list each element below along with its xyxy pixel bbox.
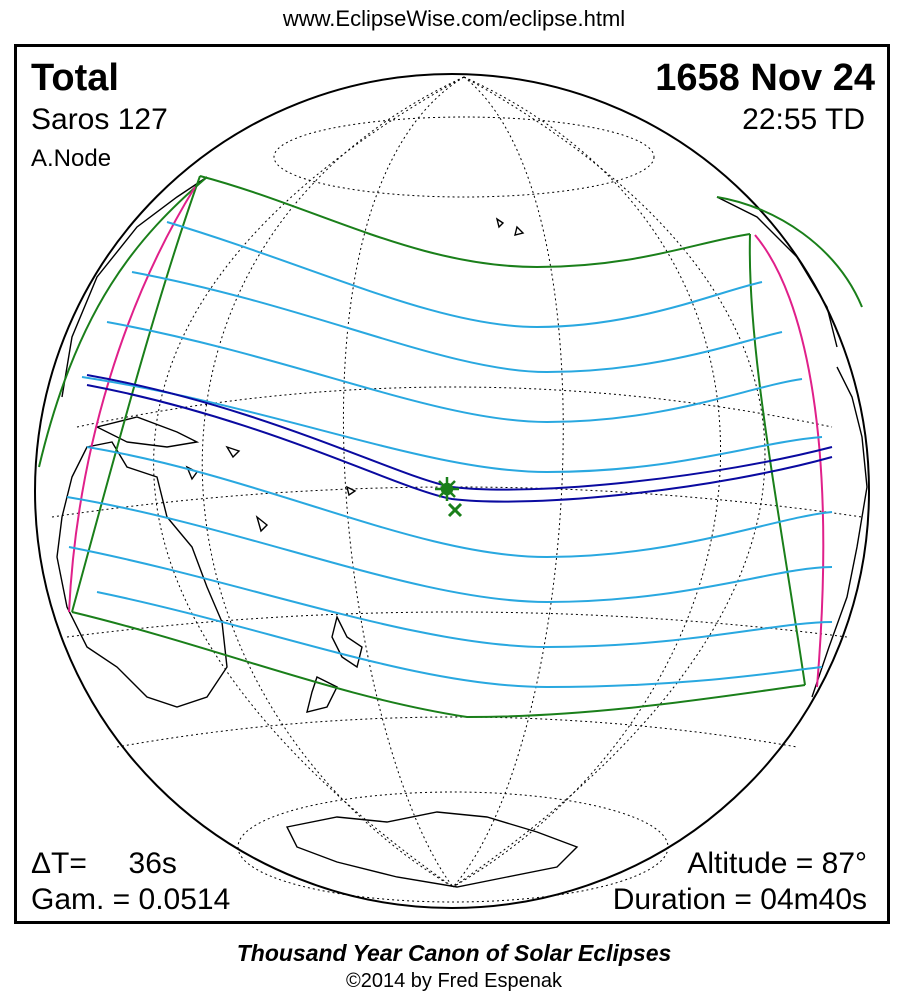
totality-duration: Duration = 04m40s bbox=[612, 883, 867, 916]
orbital-node: A.Node bbox=[31, 145, 112, 172]
coastline-north-america bbox=[716, 196, 838, 348]
coastline-asia bbox=[61, 176, 208, 398]
meridian bbox=[201, 76, 465, 888]
eclipse-date: 1658 Nov 24 bbox=[655, 57, 875, 99]
sun-altitude: Altitude = 87° bbox=[687, 847, 867, 880]
penumbra-north-limit bbox=[199, 175, 751, 269]
coastline-islands bbox=[185, 217, 525, 533]
coastline-new-guinea bbox=[94, 416, 200, 448]
coastline-americas bbox=[811, 366, 868, 698]
sunrise-curve bbox=[68, 186, 196, 613]
coastline-new-zealand-north bbox=[331, 614, 363, 669]
parallel bbox=[51, 486, 863, 518]
greatest-duration-marker bbox=[447, 502, 463, 518]
canon-title: Thousand Year Canon of Solar Eclipses bbox=[236, 940, 672, 966]
saros-number: Saros 127 bbox=[31, 103, 168, 136]
umbra-path bbox=[86, 374, 833, 503]
meridian bbox=[452, 76, 722, 888]
penumbral-line bbox=[66, 496, 833, 604]
penumbral-line bbox=[106, 321, 803, 424]
parallel-north bbox=[273, 116, 655, 198]
copyright: ©2014 by Fred Espenak bbox=[346, 970, 562, 992]
penumbral-line bbox=[96, 591, 823, 689]
greatest-eclipse-marker bbox=[435, 477, 459, 501]
parallel bbox=[66, 611, 848, 638]
eclipse-map-panel: Total 1658 Nov 24 Saros 127 22:55 TD A.N… bbox=[14, 44, 890, 924]
parallel-polar bbox=[237, 791, 669, 903]
coastline-new-zealand-south bbox=[306, 676, 338, 713]
parallel bbox=[116, 716, 798, 748]
penumbral-line bbox=[81, 376, 823, 474]
meridian bbox=[342, 76, 465, 888]
penumbral-line bbox=[166, 221, 763, 329]
penumbral-lines bbox=[66, 221, 833, 689]
eclipse-globe-map bbox=[34, 73, 870, 909]
meridian bbox=[452, 76, 766, 888]
eclipse-type: Total bbox=[31, 57, 119, 99]
penumbra-east-edge bbox=[748, 233, 806, 686]
penumbral-line bbox=[68, 546, 833, 649]
penumbral-line bbox=[131, 271, 783, 374]
penumbra-south-limit bbox=[71, 611, 806, 719]
meridian bbox=[452, 76, 564, 888]
penumbra-outer-east bbox=[716, 196, 863, 308]
penumbral-line bbox=[86, 446, 833, 559]
source-url: www.EclipseWise.com/eclipse.html bbox=[282, 6, 626, 31]
coastline-antarctica bbox=[285, 811, 579, 888]
penumbra-outer-west bbox=[38, 176, 208, 468]
coastlines bbox=[56, 176, 868, 888]
eclipse-time: 22:55 TD bbox=[742, 103, 865, 136]
gamma-value: Gam. = 0.0514 bbox=[31, 883, 231, 916]
parallel bbox=[76, 386, 833, 428]
sunset-curve bbox=[754, 234, 825, 688]
coastline-australia bbox=[56, 441, 228, 708]
meridian bbox=[153, 76, 465, 888]
globe-outline bbox=[34, 73, 870, 909]
delta-t: ΔT= 36s bbox=[31, 847, 177, 880]
umbra-south-limit bbox=[86, 384, 833, 503]
graticule bbox=[51, 76, 863, 903]
penumbra-west-edge bbox=[71, 175, 201, 613]
